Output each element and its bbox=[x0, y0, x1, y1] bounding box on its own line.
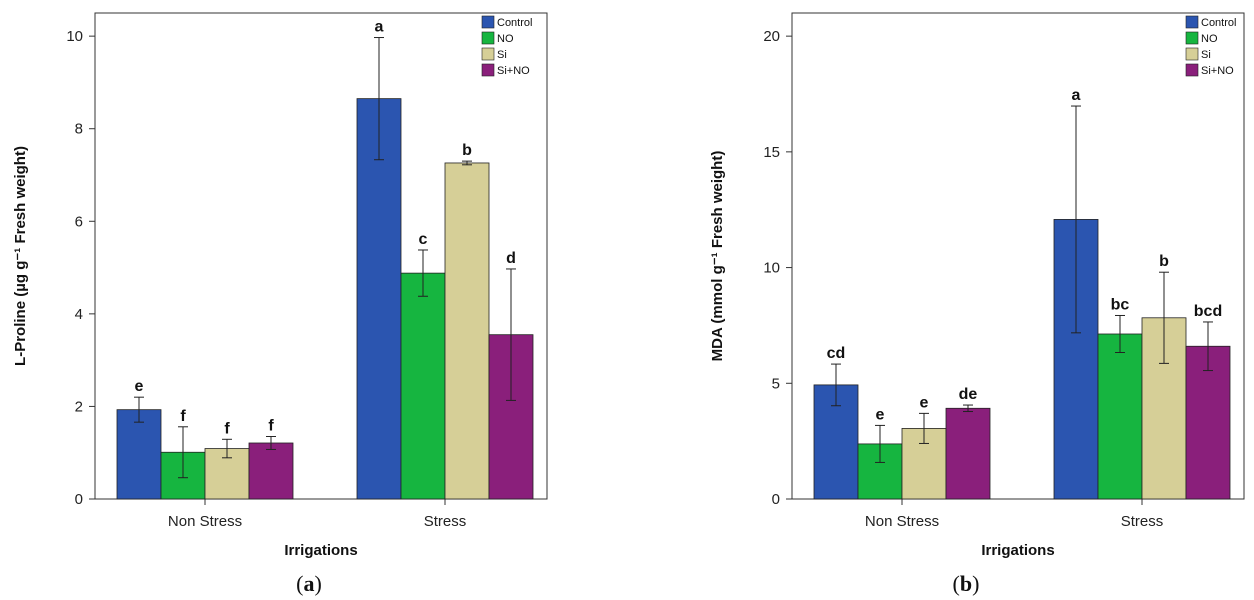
chart-b-legend-swatch-si bbox=[1185, 47, 1199, 61]
chart-a-ytick-label: 4 bbox=[75, 306, 83, 323]
chart-b-ytick-label: 20 bbox=[763, 28, 780, 45]
chart-b-sig-letter-si-plus-no-non-stress: de bbox=[959, 386, 978, 403]
chart-a-xtick-label-stress: Stress bbox=[424, 513, 467, 530]
chart-b-plot-frame bbox=[791, 12, 1245, 500]
chart-b-x-axis-title: Irrigations bbox=[981, 542, 1054, 559]
chart-b-ytick-label: 0 bbox=[772, 491, 780, 508]
chart-a-sig-letter-si-plus-no-non-stress: f bbox=[268, 418, 274, 435]
chart-a-legend-swatch-si bbox=[481, 47, 495, 61]
chart-b-xtick-label-stress: Stress bbox=[1121, 513, 1164, 530]
panel-label-b: (b) bbox=[953, 571, 980, 596]
chart-b-legend-swatch-si-plus-no bbox=[1185, 63, 1199, 77]
chart-b-sig-letter-control-non-stress: cd bbox=[827, 345, 846, 362]
chart-b-legend-swatch-no bbox=[1185, 31, 1199, 45]
chart-a-sig-letter-si-stress: b bbox=[462, 142, 472, 159]
chart-a-proline: 0 2 4 6 8 10 Non Stress Stress Irrigations L-Prol… bbox=[12, 12, 548, 559]
chart-a-ytick-label: 8 bbox=[75, 121, 83, 138]
chart-a-sig-letter-control-stress: a bbox=[375, 19, 384, 36]
chart-a-y-axis-title: L-Proline (µg g⁻¹ Fresh weight) bbox=[12, 146, 29, 366]
chart-a-x-axis-title: Irrigations bbox=[284, 542, 357, 559]
chart-a-legend-label-si-plus-no: Si+NO bbox=[497, 65, 530, 77]
chart-b-legend-label-si-plus-no: Si+NO bbox=[1201, 65, 1234, 77]
chart-a-legend-swatch-no bbox=[481, 31, 495, 45]
chart-b-ytick-label: 10 bbox=[763, 260, 780, 277]
chart-b-bar-si-plus-no-stress bbox=[1185, 345, 1231, 500]
chart-b-sig-letter-no-stress: bc bbox=[1111, 296, 1130, 313]
chart-a-bar-control-non-stress bbox=[116, 409, 162, 500]
chart-a-ytick-label: 0 bbox=[75, 491, 83, 508]
chart-b-y-axis-title: MDA (mmol g⁻¹ Fresh weight) bbox=[709, 151, 726, 362]
chart-b-sig-letter-no-non-stress: e bbox=[876, 406, 885, 423]
chart-b-mda: 0 5 10 15 20 Non Stress Stress Irrigations MDA (… bbox=[709, 12, 1245, 559]
chart-b-ytick-label: 5 bbox=[772, 375, 780, 392]
chart-a-plot-frame bbox=[94, 12, 548, 500]
chart-a-legend-label-no: NO bbox=[497, 33, 514, 45]
chart-a-legend-label-si: Si bbox=[497, 49, 507, 61]
chart-b-sig-letter-si-plus-no-stress: bcd bbox=[1194, 303, 1222, 320]
chart-a-sig-letter-no-non-stress: f bbox=[180, 408, 186, 425]
chart-b-bar-si-plus-no-non-stress bbox=[945, 407, 991, 500]
chart-a-legend-swatch-si-plus-no bbox=[481, 63, 495, 77]
chart-b-sig-letter-control-stress: a bbox=[1072, 87, 1081, 104]
chart-a-legend-swatch-control bbox=[481, 15, 495, 29]
chart-a-sig-letter-no-stress: c bbox=[419, 231, 428, 248]
chart-a-bar-no-stress bbox=[400, 272, 446, 500]
chart-b-legend-label-no: NO bbox=[1201, 33, 1218, 45]
chart-b-xtick-label-non-stress: Non Stress bbox=[865, 513, 939, 530]
chart-a-ytick-label: 10 bbox=[66, 28, 83, 45]
chart-a-sig-letter-si-non-stress: f bbox=[224, 420, 230, 437]
chart-a-bar-control-stress bbox=[356, 98, 402, 500]
chart-b-legend: Control NO Si Si+NO bbox=[1185, 15, 1236, 77]
chart-a-legend-label-control: Control bbox=[497, 17, 532, 29]
chart-b-sig-letter-si-stress: b bbox=[1159, 253, 1169, 270]
panel-label-a: (a) bbox=[296, 571, 322, 596]
chart-b-bar-no-stress bbox=[1097, 333, 1143, 500]
chart-a-ytick-label: 6 bbox=[75, 213, 83, 230]
chart-a-xtick-label-non-stress: Non Stress bbox=[168, 513, 242, 530]
chart-a-legend: Control NO Si Si+NO bbox=[481, 15, 532, 77]
chart-b-legend-label-si: Si bbox=[1201, 49, 1211, 61]
chart-b-sig-letter-si-non-stress: e bbox=[920, 394, 929, 411]
chart-b-legend-label-control: Control bbox=[1201, 17, 1236, 29]
chart-a-bar-si-plus-no-non-stress bbox=[248, 442, 294, 500]
chart-b-legend-swatch-control bbox=[1185, 15, 1199, 29]
chart-a-ytick-label: 2 bbox=[75, 398, 83, 415]
chart-a-sig-letter-si-plus-no-stress: d bbox=[506, 250, 516, 267]
chart-a-sig-letter-control-non-stress: e bbox=[135, 378, 144, 395]
chart-b-ytick-label: 15 bbox=[763, 144, 780, 161]
chart-a-bar-si-stress bbox=[444, 162, 490, 500]
